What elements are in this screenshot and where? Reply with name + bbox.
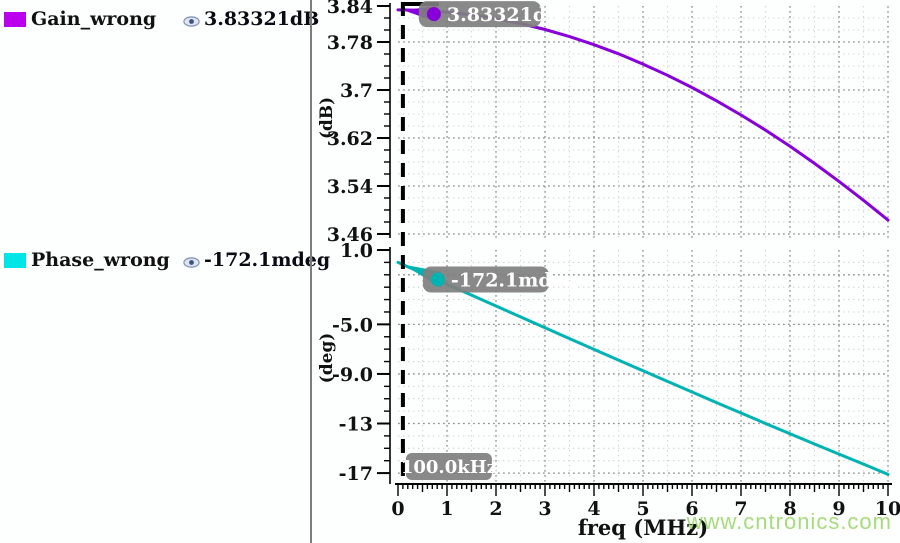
x-tick-label: 5	[636, 498, 649, 520]
phase-marker-balloon[interactable]	[422, 266, 549, 293]
y-tick-label: 3.46	[327, 224, 373, 246]
eye-icon[interactable]	[183, 254, 200, 268]
y-tick-label: 3.54	[327, 176, 373, 198]
y-tick-label: 3.62	[327, 128, 373, 150]
y-tick-label: -13	[339, 414, 373, 436]
legend-item-phase[interactable]: Phase_wrong -172.1mdeg	[0, 249, 330, 275]
phase-color-swatch	[4, 253, 26, 268]
gain-marker-value: 3.83321dB	[204, 8, 320, 30]
x-tick-label: 10	[875, 498, 900, 520]
gain-marker-balloon[interactable]	[418, 1, 541, 28]
x-tick-label: 9	[832, 498, 845, 520]
y-axis-title: (dB)	[317, 97, 337, 139]
x-tick-label: 6	[685, 498, 698, 520]
freq-marker-balloon[interactable]	[405, 453, 492, 480]
x-tick-label: 7	[734, 498, 747, 520]
phase-marker-value: -172.1mdeg	[204, 249, 331, 271]
x-tick-label: 1	[440, 498, 453, 520]
x-tick-label: 0	[391, 498, 404, 520]
x-tick-label: 2	[489, 498, 502, 520]
gain-marker-text: 3.83321dB	[447, 4, 562, 26]
phase-curve[interactable]	[396, 260, 890, 476]
y-tick-label: 1.0	[340, 240, 373, 262]
y-tick-label: 3.78	[327, 32, 373, 54]
eye-icon[interactable]	[183, 13, 200, 27]
y-axis-title: (deg)	[317, 333, 337, 384]
legend-item-gain[interactable]: Gain_wrong 3.83321dB	[0, 8, 319, 34]
y-tick-label: 3.84	[327, 0, 373, 18]
x-tick-label: 8	[783, 498, 796, 520]
phase-marker-text: -172.1mdeg	[451, 270, 577, 292]
y-tick-label: -17	[339, 463, 373, 485]
freq-marker-text: 100.0kHz	[401, 457, 497, 478]
phase-trace-label: Phase_wrong	[31, 249, 170, 271]
y-tick-label: -9.0	[332, 364, 373, 386]
x-tick-label: 4	[587, 498, 600, 520]
x-axis-title: freq (MHz)	[578, 515, 708, 540]
gain-color-swatch	[4, 12, 26, 27]
legend-panel: Gain_wrong 3.83321dB Phase_wrong -172.1m…	[0, 0, 330, 543]
gain-trace-label: Gain_wrong	[31, 8, 157, 30]
x-tick-label: 3	[538, 498, 551, 520]
y-tick-label: -5.0	[332, 314, 373, 336]
panel-separator[interactable]	[310, 0, 312, 543]
y-tick-label: 3.7	[340, 80, 373, 102]
